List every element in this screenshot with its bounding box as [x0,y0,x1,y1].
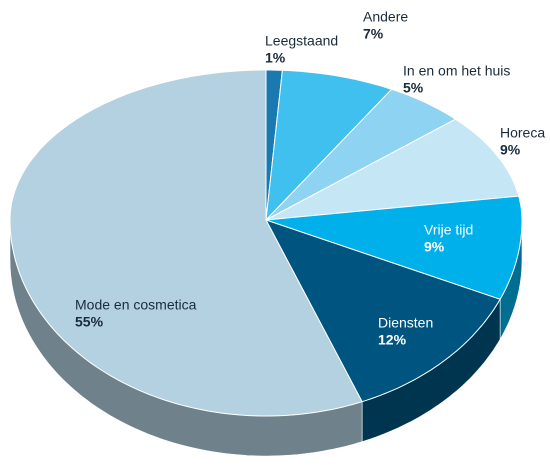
slice-value-label: 5% [403,80,424,96]
slice-label: Vrije tijd [424,222,473,238]
slice-label: Mode en cosmetica [75,297,197,313]
slice [9,69,363,417]
slice-label: Diensten [378,315,433,331]
slice [265,195,523,300]
slice [265,118,520,221]
slice-value-label: 9% [500,142,521,158]
slice-value-label: 12% [378,332,407,348]
slice [265,69,393,222]
slice-label: Leegstaand [265,33,338,49]
slice [264,219,501,403]
slice-label: Andere [363,9,408,25]
slice-value-label: 7% [363,26,384,42]
slice-label: Horeca [500,125,545,141]
slice-label: In en om het huis [403,63,510,79]
slice [265,88,457,221]
slice-value-label: 9% [424,239,445,255]
slice-value-label: 1% [265,50,286,66]
slice-value-label: 55% [75,314,104,330]
